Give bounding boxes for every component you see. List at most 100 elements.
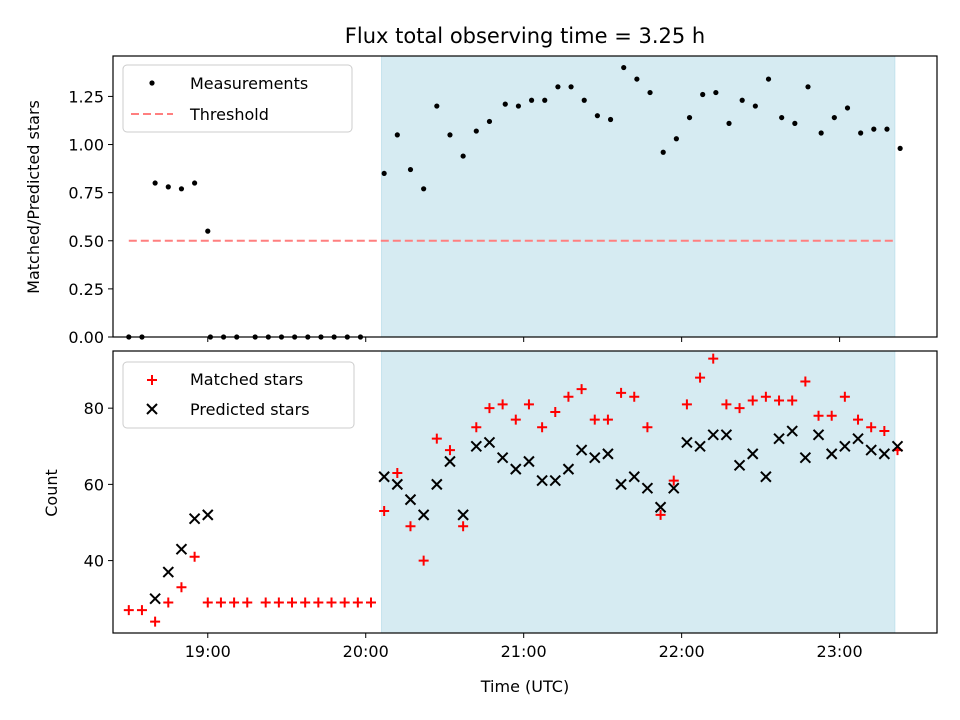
matched-star-point [734, 403, 745, 414]
predicted-star-point [707, 429, 719, 441]
measurement-point [634, 76, 640, 82]
matched-star-point [668, 475, 679, 486]
measurement-point [165, 184, 171, 190]
top-panel-frame [112, 55, 938, 338]
y-tick-label: 80 [84, 399, 104, 418]
measurement-point [752, 103, 758, 109]
chart-title: Flux total observing time = 3.25 h [345, 24, 705, 48]
matched-star-point [215, 597, 226, 608]
top-y-axis-label: Matched/Predicted stars [24, 100, 43, 294]
predicted-star-point [549, 474, 561, 487]
x-tick-label: 20:00 [343, 642, 389, 661]
x-tick-label: 19:00 [185, 642, 231, 661]
matched-star-point [365, 597, 376, 608]
y-tick-label: 0.50 [68, 232, 104, 251]
matched-star-point [576, 384, 587, 395]
y-tick-label: 1.00 [68, 136, 104, 155]
measurement-point [486, 118, 493, 125]
measurement-point [192, 180, 198, 186]
matched-star-point [787, 395, 798, 406]
predicted-star-point [378, 471, 390, 483]
measurement-point [884, 126, 890, 132]
predicted-star-point [681, 436, 693, 449]
predicted-star-point [470, 440, 483, 452]
predicted-star-point [175, 543, 188, 555]
measurement-point [407, 166, 414, 173]
matched-star-point [839, 391, 850, 402]
matched-star-point [379, 506, 390, 517]
predicted-star-point [162, 566, 174, 578]
matched-star-point [484, 403, 495, 414]
measurement-point [581, 97, 587, 103]
predicted-star-point [523, 455, 535, 468]
predicted-star-point [865, 444, 877, 456]
matched-star-point [681, 399, 692, 410]
bottom-panel-frame [112, 350, 938, 634]
measurement-point [871, 126, 877, 132]
matched-star-point [287, 597, 298, 608]
measurement-point [152, 180, 158, 186]
predicted-star-point [720, 429, 733, 441]
matched-star-point [392, 467, 403, 478]
matched-star-point [563, 391, 574, 402]
top-legend-box [122, 64, 353, 133]
matched-star-point [497, 399, 508, 410]
matched-star-point [418, 555, 429, 566]
y-tick-label: 40 [84, 552, 104, 571]
measurement-point [447, 132, 453, 138]
matched-star-point [260, 597, 271, 608]
predicted-star-point [615, 478, 627, 491]
y-tick-label: 0.75 [68, 184, 104, 203]
measurement-point [568, 84, 574, 90]
predicted-star-point [510, 463, 522, 475]
legend-threshold-label: Threshold [189, 105, 269, 124]
measurement-point [542, 97, 548, 103]
predicted-star-point [149, 592, 161, 605]
measurement-point [858, 130, 864, 136]
predicted-star-point [431, 478, 443, 491]
matched-star-point [150, 616, 161, 627]
matched-star-point [242, 597, 253, 608]
predicted-star-point [799, 451, 812, 464]
measurement-point [726, 120, 732, 126]
bottom-panel: 19:00 20:00 21:00 22:00 23:00 40 60 80 Matched … [84, 350, 938, 661]
legend-plus-glyph [147, 375, 157, 385]
y-tick-label: 60 [84, 475, 104, 494]
measurement-point [739, 97, 745, 103]
matched-star-point [655, 509, 666, 520]
y-tick-label: 1.25 [68, 87, 104, 106]
matched-star-point [229, 597, 240, 608]
legend-matched-label: Matched stars [190, 370, 303, 389]
matched-star-point [760, 391, 771, 402]
y-tick-label: 0.25 [68, 280, 104, 299]
measurement-point [460, 153, 466, 159]
matched-star-point [313, 597, 324, 608]
shaded-region [381, 350, 896, 634]
measurement-point [700, 91, 706, 98]
measurement-point [381, 170, 387, 177]
predicted-star-point [628, 471, 640, 483]
predicted-star-point [760, 471, 772, 483]
predicted-star-point [668, 482, 680, 494]
matched-star-point [352, 597, 363, 608]
measurement-point [473, 128, 479, 134]
predicted-star-point [391, 478, 404, 491]
x-axis-label: Time (UTC) [480, 677, 569, 696]
matched-star-point [602, 414, 613, 425]
predicted-star-point [575, 444, 588, 456]
matched-star-point [123, 605, 134, 616]
matched-star-point [136, 605, 147, 616]
matched-star-point [510, 414, 521, 425]
measurement-point [205, 228, 211, 234]
predicted-star-point [641, 482, 654, 494]
matched-star-point [642, 422, 653, 433]
matched-star-point [431, 433, 442, 444]
matched-star-point [616, 387, 627, 398]
measurement-point [607, 116, 614, 123]
legend-predicted-marker [146, 403, 158, 415]
measurement-point [818, 130, 824, 136]
matched-star-point [471, 422, 482, 433]
predicted-star-point [852, 432, 864, 445]
matched-star-point [866, 422, 877, 433]
shaded-region [381, 55, 896, 338]
